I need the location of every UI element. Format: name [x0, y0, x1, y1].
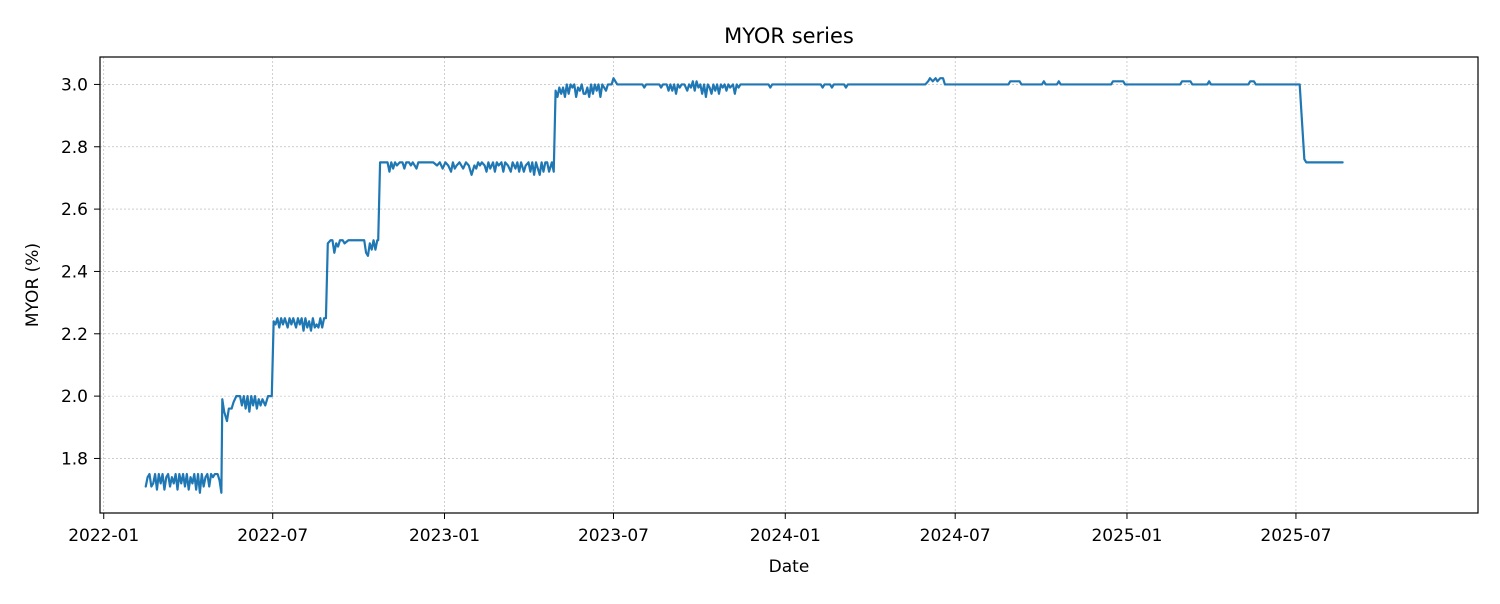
y-tick-label: 3.0: [61, 75, 88, 95]
chart-title: MYOR series: [724, 24, 854, 48]
x-tick-label: 2024-01: [750, 526, 821, 546]
plot-frame: [99, 56, 1479, 514]
y-tick-label: 2.6: [61, 200, 88, 220]
x-tick-label: 2022-07: [237, 526, 308, 546]
x-tick-label: 2025-07: [1260, 526, 1331, 546]
y-axis-label: MYOR (%): [23, 243, 43, 327]
grid-layer: [100, 57, 1478, 513]
y-tick-label: 2.0: [61, 387, 88, 407]
x-tick-label: 2023-01: [409, 526, 480, 546]
y-tick-label: 2.8: [61, 138, 88, 158]
x-tick-label: 2024-07: [920, 526, 991, 546]
series-line: [144, 77, 1344, 494]
line-layer: [144, 77, 1344, 494]
x-tick-label: 2025-01: [1091, 526, 1162, 546]
x-axis-label: Date: [769, 557, 810, 577]
y-tick-label: 1.8: [61, 449, 88, 469]
y-tick-label: 2.4: [61, 262, 88, 282]
x-tick-label: 2023-07: [578, 526, 649, 546]
x-tick-label: 2022-01: [68, 526, 139, 546]
y-tick-label: 2.2: [61, 325, 88, 345]
axis-layer: 2022-01 2022-07 2023-01 2023-07 2024-01 2024-…: [61, 75, 1332, 546]
